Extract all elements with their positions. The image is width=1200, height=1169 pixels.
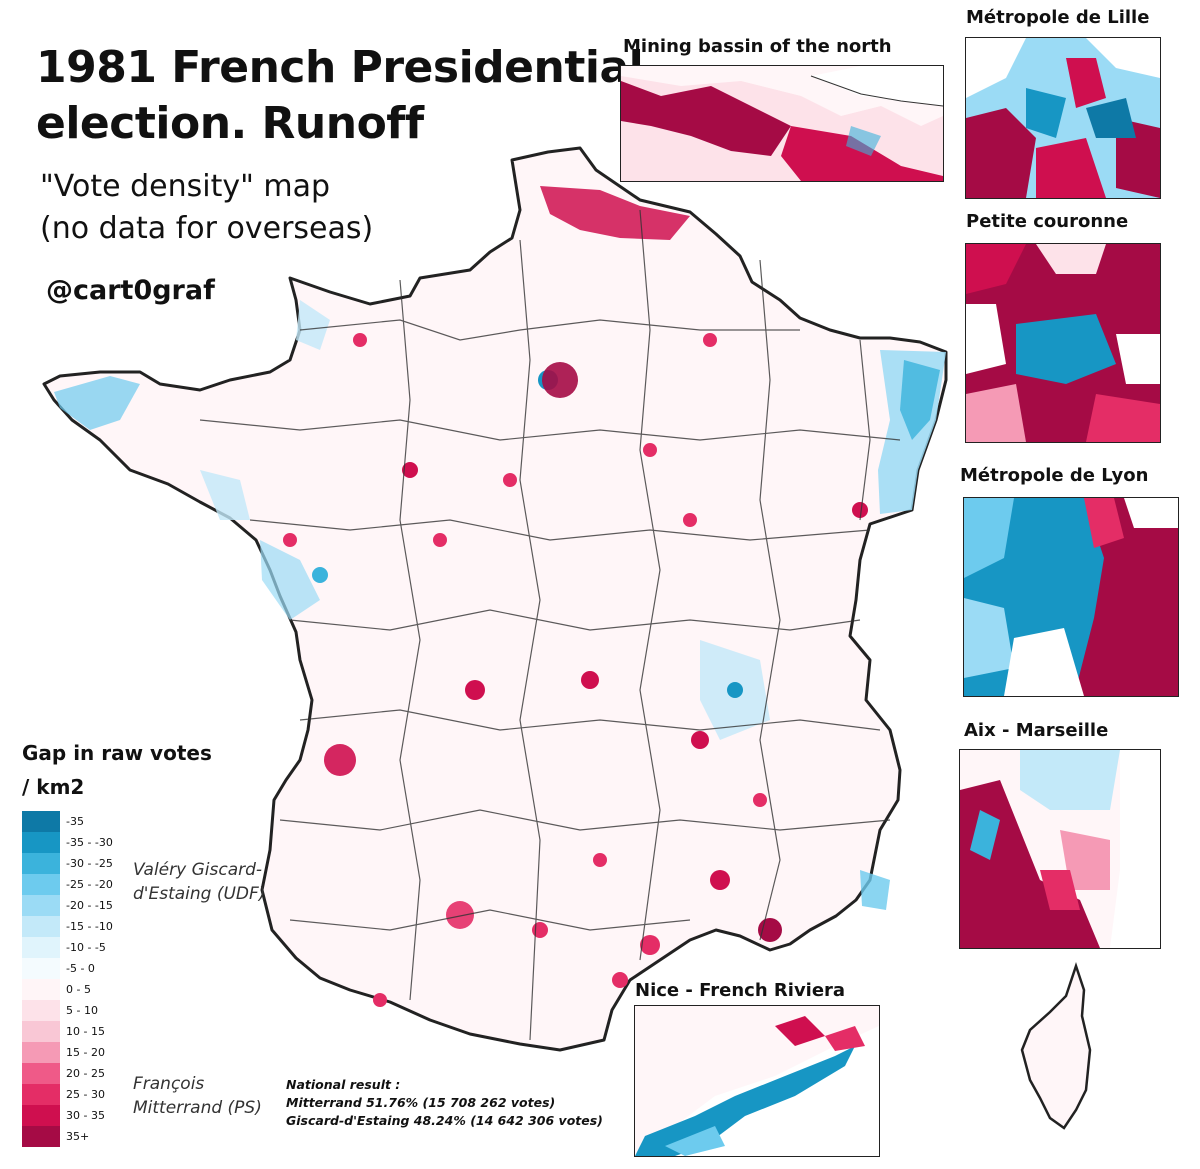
legend-item: -30 - -25	[22, 853, 113, 874]
inset-lille	[965, 37, 1161, 199]
legend-item: -25 - -20	[22, 874, 113, 895]
legend-swatch	[22, 1105, 60, 1126]
legend-label: 5 - 10	[66, 1004, 98, 1017]
mitterrand-areas	[283, 186, 868, 1007]
legend: -35 -35 - -30 -30 - -25 -25 - -20 -20 - -15 -…	[22, 811, 113, 1147]
inset-label-lille: Métropole de Lille	[966, 7, 1150, 28]
subtitle-line-1: "Vote density" map	[40, 169, 331, 204]
legend-item: -35	[22, 811, 113, 832]
inset-lyon-map	[964, 498, 1178, 696]
inset-lille-map	[966, 38, 1160, 198]
legend-swatch	[22, 1021, 60, 1042]
legend-label: -35	[66, 815, 84, 828]
legend-item: -35 - -30	[22, 832, 113, 853]
inset-nice	[634, 1005, 880, 1157]
inset-nice-map	[635, 1006, 879, 1156]
giscard-areas	[54, 300, 946, 910]
inset-lyon	[963, 497, 1179, 697]
legend-item: 20 - 25	[22, 1063, 113, 1084]
map-subtitle: "Vote density" map (no data for overseas…	[40, 166, 373, 250]
legend-swatch	[22, 832, 60, 853]
legend-item: -20 - -15	[22, 895, 113, 916]
legend-swatch	[22, 1063, 60, 1084]
national-giscard: Giscard-d'Estaing 48.24% (14 642 306 vot…	[286, 1113, 603, 1128]
giscard-line-1: Valéry Giscard-	[133, 860, 263, 880]
legend-label: -20 - -15	[66, 899, 113, 912]
legend-swatch	[22, 937, 60, 958]
inset-label-aix: Aix - Marseille	[964, 720, 1109, 741]
legend-label: -25 - -20	[66, 878, 113, 891]
national-mitterrand: Mitterrand 51.76% (15 708 262 votes)	[286, 1095, 556, 1110]
legend-label: 25 - 30	[66, 1088, 105, 1101]
department-borders	[199, 209, 901, 1041]
mitterrand-line-2: Mitterrand (PS)	[133, 1098, 262, 1118]
legend-swatch	[22, 1126, 60, 1147]
legend-item: -10 - -5	[22, 937, 113, 958]
candidate-label-giscard: Valéry Giscard- d'Estaing (UDF)	[133, 858, 265, 906]
legend-label: -10 - -5	[66, 941, 106, 954]
legend-label: -5 - 0	[66, 962, 95, 975]
title-line-1: 1981 French Presidential	[36, 42, 644, 93]
legend-label: 35+	[66, 1130, 90, 1143]
legend-item: -5 - 0	[22, 958, 113, 979]
legend-item: 10 - 15	[22, 1021, 113, 1042]
legend-item: 30 - 35	[22, 1105, 113, 1126]
legend-swatch	[22, 958, 60, 979]
legend-swatch	[22, 916, 60, 937]
title-line-2: election. Runoff	[36, 98, 424, 149]
legend-swatch	[22, 1042, 60, 1063]
inset-label-nice: Nice - French Riviera	[635, 980, 846, 1001]
legend-swatch	[22, 895, 60, 916]
legend-title-line-1: Gap in raw votes	[22, 741, 212, 765]
corsica-outline	[1020, 962, 1092, 1130]
inset-label-mining: Mining bassin of the north	[623, 36, 892, 57]
author-handle: @cart0graf	[46, 275, 215, 306]
inset-petite-couronne	[965, 243, 1161, 443]
legend-swatch	[22, 874, 60, 895]
legend-swatch	[22, 1084, 60, 1105]
legend-item: 25 - 30	[22, 1084, 113, 1105]
legend-item: 5 - 10	[22, 1000, 113, 1021]
legend-label: 10 - 15	[66, 1025, 105, 1038]
inset-aix-map	[960, 750, 1160, 948]
legend-swatch	[22, 811, 60, 832]
legend-label: 15 - 20	[66, 1046, 105, 1059]
inset-label-petite: Petite couronne	[966, 211, 1129, 232]
inset-label-lyon: Métropole de Lyon	[960, 465, 1149, 486]
legend-item: 0 - 5	[22, 979, 113, 1000]
inset-mining-map	[621, 66, 943, 181]
inset-mining	[620, 65, 944, 182]
legend-title-line-2: / km2	[22, 775, 85, 799]
giscard-line-2: d'Estaing (UDF)	[133, 884, 266, 904]
national-heading: National result :	[286, 1077, 401, 1092]
legend-item: 35+	[22, 1126, 113, 1147]
legend-label: -15 - -10	[66, 920, 113, 933]
legend-swatch	[22, 853, 60, 874]
subtitle-line-2: (no data for overseas)	[40, 211, 374, 246]
legend-label: -35 - -30	[66, 836, 113, 849]
legend-item: -15 - -10	[22, 916, 113, 937]
national-result: National result : Mitterrand 51.76% (15 …	[286, 1076, 603, 1130]
candidate-label-mitterrand: François Mitterrand (PS)	[133, 1072, 262, 1120]
legend-swatch	[22, 979, 60, 1000]
legend-title: Gap in raw votes / km2	[22, 736, 212, 804]
map-title: 1981 French Presidential election. Runof…	[36, 40, 644, 152]
inset-petite-map	[966, 244, 1160, 442]
legend-label: 20 - 25	[66, 1067, 105, 1080]
mitterrand-line-1: François	[133, 1074, 205, 1094]
legend-label: 0 - 5	[66, 983, 91, 996]
inset-aix-marseille	[959, 749, 1161, 949]
legend-item: 15 - 20	[22, 1042, 113, 1063]
legend-swatch	[22, 1000, 60, 1021]
legend-label: 30 - 35	[66, 1109, 105, 1122]
legend-label: -30 - -25	[66, 857, 113, 870]
